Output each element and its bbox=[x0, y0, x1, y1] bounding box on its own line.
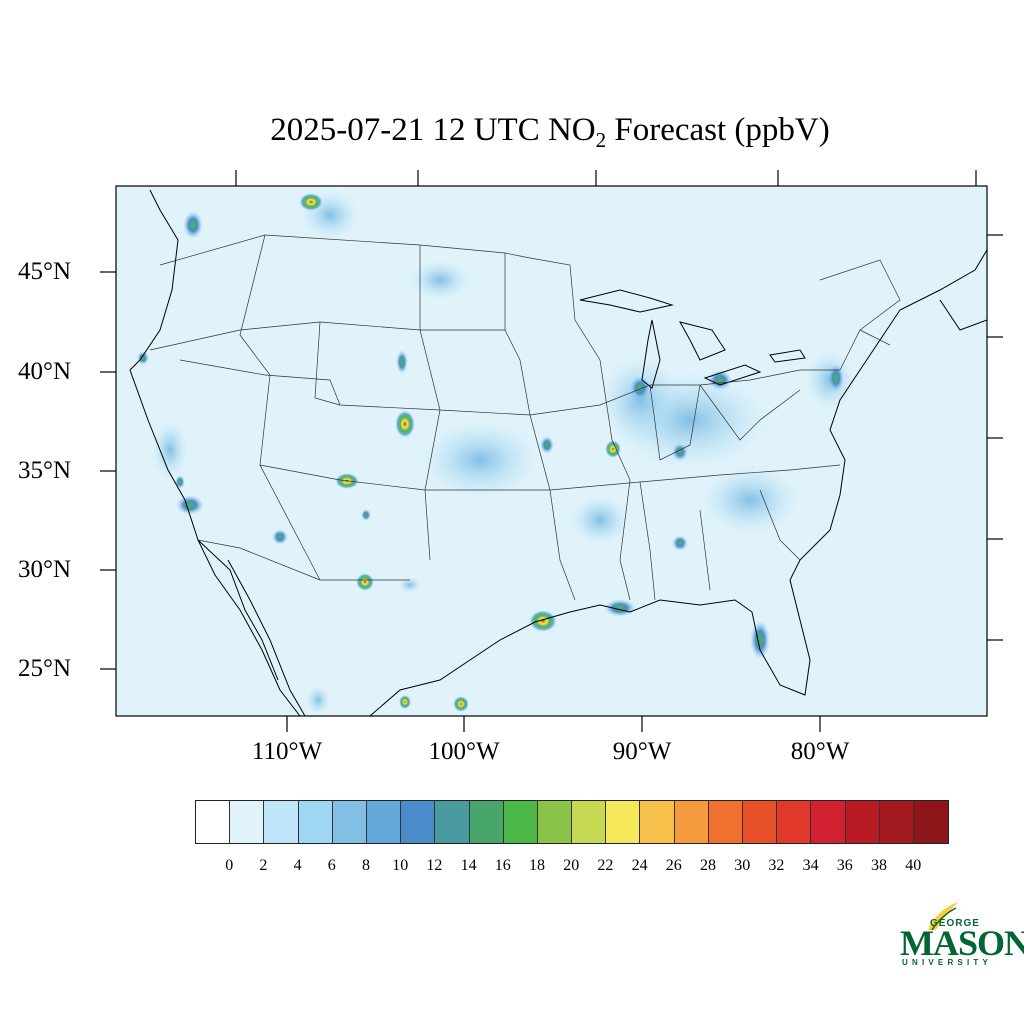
hotspot-los-angeles bbox=[176, 495, 204, 515]
hotspot-monterrey bbox=[453, 696, 469, 712]
colorbar-tick-label: 22 bbox=[597, 857, 614, 874]
colorbar-swatch bbox=[298, 801, 333, 843]
lat-label-25n: 25°N bbox=[18, 655, 72, 682]
colorbar-swatch bbox=[264, 801, 299, 843]
colorbar-swatch bbox=[811, 801, 846, 843]
colorbar-tick-label: 34 bbox=[802, 857, 819, 874]
axis-ticks bbox=[100, 170, 1003, 732]
lon-label-110w: 110°W bbox=[251, 738, 323, 765]
gmu-logo: GEORGE MASON UNIVERSITY bbox=[898, 896, 1024, 968]
colorbar-tick-label: 2 bbox=[259, 857, 268, 874]
colorbar-swatch bbox=[743, 801, 778, 843]
colorbar-swatch bbox=[845, 801, 880, 843]
colorbar-swatch bbox=[537, 801, 573, 843]
logo-mason: MASON bbox=[900, 923, 1024, 963]
colorbar-swatch bbox=[469, 801, 504, 843]
colorbar-tick-label: 10 bbox=[392, 857, 409, 874]
colorbar-swatch bbox=[230, 801, 265, 843]
hotspot-san-francisco bbox=[137, 351, 149, 365]
chart-title: 2025-07-21 12 UTC NO2 Forecast (ppbV) bbox=[0, 112, 1024, 153]
state-boundaries bbox=[149, 234, 901, 601]
colorbar-tick-label: 18 bbox=[529, 857, 545, 874]
hotspot-phoenix bbox=[272, 529, 288, 545]
colorbar-tick-label: 8 bbox=[362, 857, 370, 874]
colorbar-tick-label: 6 bbox=[327, 857, 336, 874]
hotspot-new-orleans bbox=[604, 599, 636, 617]
logo-george: GEORGE bbox=[930, 918, 980, 929]
colorbar-tick-label: 32 bbox=[768, 857, 785, 874]
hotspot-denver bbox=[395, 410, 415, 438]
colorbar-tick-label: 20 bbox=[563, 857, 580, 874]
colorbar-tick-label: 28 bbox=[700, 857, 716, 874]
colorbar-tick-label: 16 bbox=[494, 857, 511, 874]
colorbar-swatch bbox=[879, 801, 914, 843]
lon-label-80w: 80°W bbox=[790, 738, 850, 765]
colorbar-swatch bbox=[777, 801, 812, 843]
colorbar-tick-label: 36 bbox=[836, 857, 853, 874]
colorbar-swatch bbox=[674, 801, 709, 843]
colorbar-tick-label: 12 bbox=[426, 857, 443, 874]
title-main: 2025-07-21 12 UTC NO bbox=[270, 112, 596, 148]
hotspot-seattle bbox=[183, 211, 203, 239]
lat-label-40n: 40°N bbox=[18, 358, 72, 385]
colorbar-tick-label: 38 bbox=[871, 857, 887, 874]
colorbar-tick-label: 4 bbox=[293, 857, 302, 874]
coastline bbox=[129, 189, 987, 716]
colorbar-swatch bbox=[708, 801, 743, 843]
colorbar-tick-label: 14 bbox=[460, 857, 477, 874]
hotspot-st-louis bbox=[605, 440, 621, 458]
lat-label-35n: 35°N bbox=[18, 457, 72, 484]
hotspot-el-paso bbox=[356, 573, 374, 591]
colorbar-tick-label: 26 bbox=[665, 857, 682, 874]
title-rest: Forecast (ppbV) bbox=[606, 112, 830, 148]
colorbar-swatch bbox=[196, 801, 231, 843]
lat-label-45n: 45°N bbox=[18, 258, 72, 285]
hotspot-kansas-city bbox=[540, 436, 554, 454]
great-lakes bbox=[579, 289, 806, 389]
colorbar-tick-label: 24 bbox=[631, 857, 648, 874]
colorbar-tick-label: 40 bbox=[905, 857, 922, 874]
lon-label-100w: 100°W bbox=[428, 738, 500, 765]
concentration-field bbox=[129, 189, 987, 716]
colorbar-swatch bbox=[366, 801, 402, 843]
logo-swoosh-icon bbox=[928, 902, 958, 931]
hotspot-houston bbox=[529, 610, 557, 632]
colorbar-swatch bbox=[401, 801, 436, 843]
colorbar-swatch bbox=[640, 801, 675, 843]
logo-university: UNIVERSITY bbox=[902, 958, 993, 967]
colorbar-swatch bbox=[913, 801, 949, 843]
hotspot-calgary bbox=[299, 193, 323, 211]
colorbar-swatch bbox=[572, 801, 607, 843]
colorbar bbox=[195, 800, 950, 844]
lat-label-30n: 30°N bbox=[18, 556, 72, 583]
map-frame bbox=[115, 185, 988, 717]
colorbar-tick-label: 30 bbox=[734, 857, 751, 874]
lon-label-90w: 90°W bbox=[612, 738, 672, 765]
colorbar-swatch bbox=[332, 801, 367, 843]
colorbar-swatch bbox=[606, 801, 641, 843]
title-subscript: 2 bbox=[595, 128, 607, 152]
colorbar-tick-label: 0 bbox=[225, 857, 234, 874]
hotspot-chicago bbox=[630, 376, 650, 400]
colorbar-swatch bbox=[435, 801, 470, 843]
colorbar-swatch bbox=[503, 801, 538, 843]
